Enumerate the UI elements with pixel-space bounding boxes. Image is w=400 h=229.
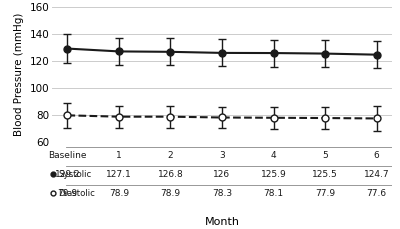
Text: 78.9: 78.9 (160, 189, 180, 198)
Text: 2: 2 (168, 151, 173, 160)
Text: 126: 126 (214, 170, 230, 179)
Text: 1: 1 (116, 151, 122, 160)
Text: 78.3: 78.3 (212, 189, 232, 198)
Text: 79.9: 79.9 (57, 189, 78, 198)
Text: 4: 4 (271, 151, 276, 160)
Text: 127.1: 127.1 (106, 170, 132, 179)
Text: 129.2: 129.2 (55, 170, 80, 179)
Text: 77.9: 77.9 (315, 189, 335, 198)
Y-axis label: Blood Pressure (mmHg): Blood Pressure (mmHg) (14, 13, 24, 136)
Text: Systolic: Systolic (58, 170, 92, 179)
Text: 3: 3 (219, 151, 225, 160)
Text: 124.7: 124.7 (364, 170, 389, 179)
Text: 5: 5 (322, 151, 328, 160)
Text: 6: 6 (374, 151, 380, 160)
Text: 125.5: 125.5 (312, 170, 338, 179)
Text: Baseline: Baseline (48, 151, 87, 160)
Text: Diastolic: Diastolic (58, 189, 95, 198)
Text: 78.1: 78.1 (264, 189, 284, 198)
Text: 125.9: 125.9 (261, 170, 286, 179)
Text: Month: Month (204, 217, 240, 227)
Text: 126.8: 126.8 (158, 170, 183, 179)
Text: 77.6: 77.6 (366, 189, 387, 198)
Text: 78.9: 78.9 (109, 189, 129, 198)
